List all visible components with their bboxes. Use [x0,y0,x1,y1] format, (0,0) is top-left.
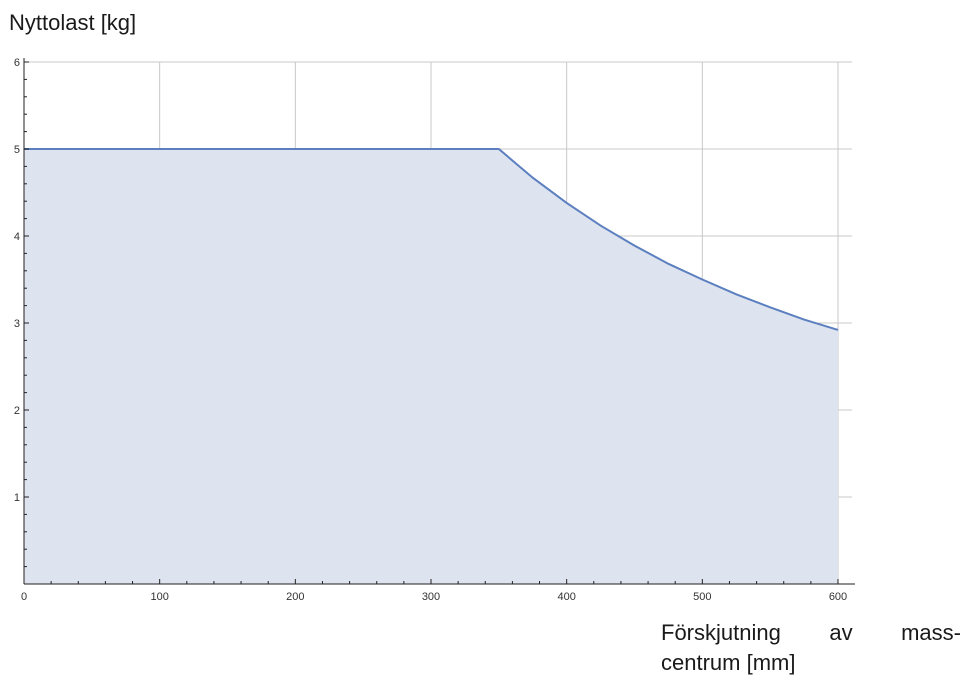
y-tick-label: 5 [14,144,20,156]
series-line [24,148,839,331]
x-axis-label-line1: Förskjutning av mass- [661,620,961,645]
x-tick-label: 500 [693,591,711,603]
x-tick-label: 200 [286,591,304,603]
y-tick-label: 1 [14,492,20,504]
x-tick-label: 300 [422,591,440,603]
axes: 0 100 200 300 400 500 600 1 2 3 4 5 6 [14,57,855,603]
x-tick-label: 400 [557,591,575,603]
series-area [24,149,838,584]
y-tick-label: 6 [14,57,20,69]
x-tick-label: 600 [829,591,847,603]
x-tick-label: 0 [21,591,27,603]
y-axis-label: Nyttolast [kg] [9,10,137,35]
y-tick-label: 3 [14,318,20,330]
x-axis-label-line2: centrum [mm] [661,650,796,675]
y-tick-label: 2 [14,405,20,417]
x-tick-label: 100 [150,591,168,603]
y-tick-label: 4 [14,231,20,243]
